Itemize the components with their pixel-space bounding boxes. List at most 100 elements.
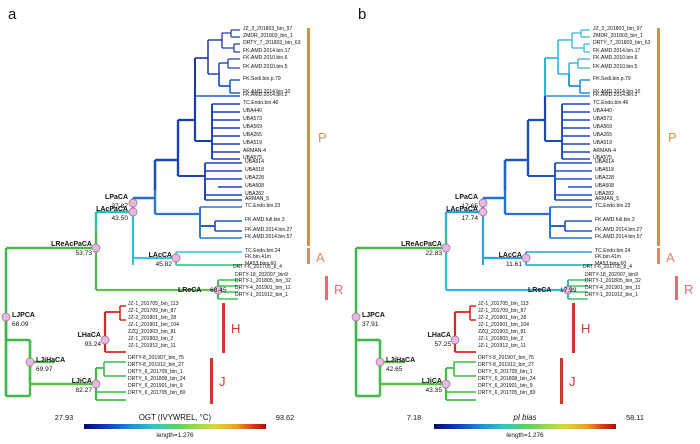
node-value-lhaca: 93.24: [84, 341, 101, 348]
node-marker-ljpca[interactable]: [351, 312, 361, 322]
tree-tip-label: UBA575: [593, 155, 612, 161]
tree-tip-labels-a: JZ_2_201803_bin_97ZMDR_201803_bin_1DRTY_…: [128, 26, 301, 396]
tree-tip-label: UBA265: [243, 132, 262, 138]
scale-sub-b: length=1.276: [506, 432, 544, 439]
tree-branches-a: [4, 29, 242, 401]
tree-tip-label: JZ-1_201901_bin_104: [478, 322, 529, 328]
tree-tip-label: JZ-1_201912_bin_11: [478, 343, 526, 349]
node-label-lhaca: LHaCA: [428, 332, 451, 339]
tree-tip-label: DRTY-8_201912_bin_27: [128, 362, 184, 368]
color-scale-b: 7.18 pI bias 58.11 length=1.276: [407, 413, 644, 439]
node-marker-ljihaca[interactable]: [375, 357, 385, 367]
node-marker-lreca[interactable]: [563, 285, 573, 295]
tree-tip-label: DRTY-8_201907_bin_75: [128, 355, 184, 361]
tree-tip-label: FK.AMD.2010.bin.6: [243, 55, 288, 61]
tree-tip-label: DRTY-1_201912_bin_1: [585, 292, 638, 298]
clade-bar-h: [572, 303, 575, 353]
node-marker-lreacpaca[interactable]: [91, 243, 101, 253]
node-marker-lhaca[interactable]: [450, 335, 460, 345]
panel-a-letter: a: [8, 6, 17, 23]
node-marker-lreacpaca[interactable]: [441, 243, 451, 253]
panel-b-letter: b: [358, 6, 367, 23]
node-marker-lacpaca[interactable]: [478, 207, 488, 217]
tree-tip-label: ARMAN_5: [595, 196, 619, 202]
tree-tip-label: TC.Endo.bin.23: [245, 203, 281, 209]
scale-max-a: 93.62: [276, 413, 295, 422]
clade-bar-a: [307, 248, 310, 264]
clade-bar-h: [222, 303, 225, 353]
tree-tip-label: JZ-1_201912_bin_11: [128, 343, 176, 349]
node-marker-lacca[interactable]: [521, 253, 531, 263]
tree-tip-label: JZ-1_201709_bin_87: [478, 308, 526, 314]
node-marker-ljihaca[interactable]: [25, 357, 35, 367]
clade-label-h: H: [581, 321, 590, 336]
tree-tip-label: DRTY_6_201709_bin_1: [128, 369, 183, 375]
tree-tip-label: JZ-1_201901_bin_104: [128, 322, 179, 328]
tree-tip-label: DRTY-4_201901_bin_11: [235, 285, 291, 291]
node-marker-ljica[interactable]: [441, 379, 451, 389]
tree-tip-label: TC.Endo.bin.23: [595, 203, 631, 209]
tree-tip-label: DRTY-18_202007_bin9: [235, 272, 288, 278]
node-marker-lacca[interactable]: [171, 253, 181, 263]
node-label-ljica: LJiCA: [72, 378, 92, 385]
tree-tip-label: FK.AMD.2014.bin.57: [595, 234, 642, 240]
tree-tip-label: JZ-1_201803_bin_2: [478, 336, 523, 342]
clade-bar-r: [675, 276, 678, 300]
node-label-ljpca: LJPCA: [362, 312, 385, 319]
tree-tip-label: FK.bin.41m: [595, 254, 621, 260]
clade-label-a: A: [666, 250, 675, 265]
node-label-lreacpaca: LReAcPaCA: [401, 241, 442, 248]
tree-tip-label: DRTY_6_201901_bin_9: [128, 383, 183, 389]
node-marker-ljpca[interactable]: [1, 312, 11, 322]
clade-label-p: P: [668, 130, 677, 145]
tree-tip-label: ARMAN-4: [243, 148, 266, 154]
tree-tip-label: DRTY-8_201907_bin_75: [478, 355, 534, 361]
tree-tip-label: FK.AMD.2010.bin.5: [243, 64, 288, 70]
tree-tip-label: JZ-1_201705_bin_113: [128, 301, 179, 307]
tree-tip-label: UBA440: [243, 108, 262, 114]
clade-label-h: H: [231, 321, 240, 336]
node-marker-ljica[interactable]: [91, 379, 101, 389]
tree-node-markers-b: [351, 198, 573, 389]
node-value-lacca: 11.61: [506, 261, 522, 268]
scale-max-b: 58.11: [626, 413, 644, 422]
tree-tip-label: ZMDR_201803_bin_1: [593, 33, 643, 39]
tree-tip-labels-b: JZ_2_201803_bin_97ZMDR_201803_bin_1DRTY_…: [478, 26, 651, 396]
tree-tip-label: UBA569: [243, 124, 262, 130]
node-marker-lreca[interactable]: [213, 285, 223, 295]
tree-tip-label: ZZQ_201903_bin_81: [128, 329, 176, 335]
node-value-lpaca: 17.65: [461, 203, 478, 210]
tree-tip-label: JZ-1_201803_bin_2: [128, 336, 173, 342]
scale-min-a: 27.93: [55, 413, 74, 422]
scale-title-a: OGT (IVYWREL, °C): [139, 413, 212, 422]
node-label-lreacpaca: LReAcPaCA: [51, 241, 92, 248]
clade-bars-b: P A R H J: [560, 28, 693, 404]
node-value-lreca: 17.99: [560, 287, 577, 294]
node-marker-lhaca[interactable]: [100, 335, 110, 345]
node-label-lpaca: LPaCA: [105, 194, 128, 201]
node-marker-lacpaca[interactable]: [128, 207, 138, 217]
tree-node-labels-a: LPaCA 37.87 LAcPaCA 43.50 LAcCA 45.82 LR…: [12, 194, 227, 394]
clade-label-p: P: [318, 130, 327, 145]
clade-label-j: J: [569, 374, 576, 389]
scale-min-b: 7.18: [407, 413, 421, 422]
node-marker-lpaca[interactable]: [478, 198, 488, 208]
node-label-ljihaca: LJiHaCA: [36, 357, 65, 364]
tree-tip-label: UBA573: [593, 116, 612, 122]
tree-tip-label: UBA440: [593, 108, 612, 114]
tree-tip-label: FK.AMD.full.bin.3: [595, 217, 635, 223]
clade-label-r: R: [684, 282, 693, 297]
tree-tip-label: FK.AMD.2014.bin.10: [593, 89, 640, 95]
clade-bar-r: [325, 276, 328, 300]
clade-bar-p: [307, 28, 310, 246]
tree-tip-label: FK.AMD.2010.bin.6: [593, 55, 638, 61]
tree-tip-label: TC.Endo.bin.46: [593, 100, 629, 106]
tree-tip-label: DRTY-18_202007_bin9: [585, 272, 638, 278]
tree-tip-label: FK.AMD.2014.bin.2: [243, 92, 288, 98]
tree-tip-label: UBA518: [245, 167, 264, 173]
node-label-ljihaca: LJiHaCA: [386, 357, 415, 364]
node-value-lreca: 68.45: [210, 287, 227, 294]
tree-tip-label: DRTY_6_201901_bin_9: [478, 383, 533, 389]
clade-label-j: J: [219, 374, 226, 389]
node-marker-lpaca[interactable]: [128, 198, 138, 208]
